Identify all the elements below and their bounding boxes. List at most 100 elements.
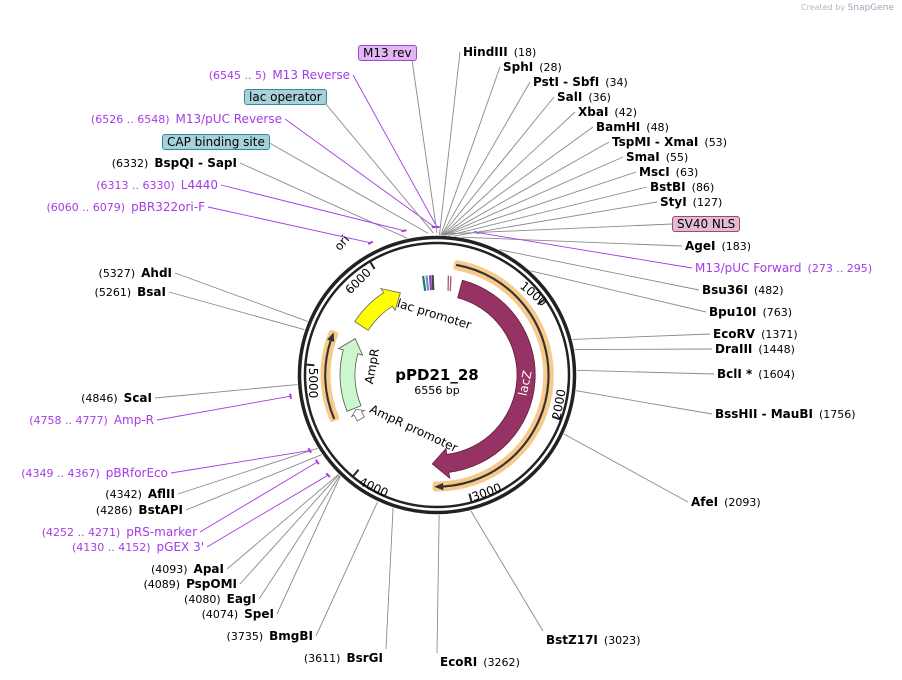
cut-position: 4080 <box>184 593 221 606</box>
lacz-feature-arrow[interactable] <box>431 279 536 480</box>
restriction-site-label[interactable]: 4286 BstAPI <box>90 502 183 518</box>
enzyme-connector-line <box>443 141 610 236</box>
feature-label-box[interactable]: lac operator <box>244 89 327 105</box>
feature-label-box[interactable]: SV40 NLS <box>672 216 741 232</box>
tick-mark <box>537 298 545 306</box>
restriction-site-label[interactable]: SalI 36 <box>557 89 617 105</box>
enzyme-connector-line <box>574 348 713 350</box>
primer-range: 4252 .. 4271 <box>42 526 121 539</box>
cut-position: 53 <box>704 136 727 149</box>
restriction-site-label[interactable]: 4846 ScaI <box>75 390 152 406</box>
restriction-site-label[interactable]: 6332 BspQI - SapI <box>106 155 237 171</box>
primer-name: pGEX 3' <box>156 540 204 554</box>
small-feature-mark[interactable] <box>425 275 430 291</box>
small-feature-mark[interactable] <box>431 275 435 291</box>
restriction-site-label[interactable]: Bsu36I 482 <box>702 282 790 298</box>
primer-label[interactable]: 6545 .. 5 M13 Reverse <box>203 67 350 83</box>
primer-binding-mark[interactable] <box>289 393 292 399</box>
cut-position: 4089 <box>143 578 180 591</box>
primer-connector-line <box>476 232 693 269</box>
restriction-site-label[interactable]: TspMI - XmaI 53 <box>612 134 733 150</box>
restriction-site-label[interactable]: AgeI 183 <box>685 238 757 254</box>
primer-connector-line <box>156 395 291 421</box>
watermark-prefix: Created by <box>801 3 846 12</box>
primer-name: M13/pUC Reverse <box>175 112 283 126</box>
restriction-site-label[interactable]: BamHI 48 <box>596 119 675 135</box>
primer-range: 6526 .. 6548 <box>91 113 170 126</box>
restriction-site-label[interactable]: 4080 EagI <box>178 591 256 607</box>
lacz-label[interactable]: lacZ <box>516 369 535 397</box>
restriction-site-label[interactable]: BstZ17I 3023 <box>546 632 646 648</box>
feature-connector-line <box>265 140 429 234</box>
primer-name: M13/pUC Forward <box>695 261 802 275</box>
enzyme-connector-line <box>276 476 341 615</box>
restriction-site-label[interactable]: HindIII 18 <box>463 44 542 60</box>
feature-connector-line <box>450 223 673 235</box>
restriction-site-label[interactable]: SmaI 55 <box>626 149 694 165</box>
ampr-label[interactable]: AmpR <box>362 347 382 385</box>
enzyme-connector-line <box>563 433 689 503</box>
tick-mark <box>552 415 561 421</box>
restriction-site-label[interactable]: BssHII - MauBI 1756 <box>715 406 862 422</box>
primer-binding-mark[interactable] <box>307 447 312 454</box>
restriction-site-label[interactable]: 5327 AhdI <box>93 265 172 281</box>
primer-label[interactable]: 6060 .. 6079 pBR322ori-F <box>40 199 205 215</box>
feature-label-box[interactable]: M13 rev <box>358 45 417 61</box>
restriction-site-label[interactable]: 4342 AflII <box>99 486 175 502</box>
restriction-site-label[interactable]: 4093 ApaI <box>145 561 224 577</box>
cut-position: 5327 <box>99 267 136 280</box>
feature-connector-line <box>411 59 438 234</box>
cut-position: 3735 <box>227 630 264 643</box>
enzyme-name: EcoRV <box>713 327 756 341</box>
enzyme-connector-line <box>385 507 394 650</box>
orf-arrow[interactable] <box>324 332 336 420</box>
restriction-site-label[interactable]: 3735 BmgBI <box>221 628 313 644</box>
restriction-site-label[interactable]: AfeI 2093 <box>691 494 767 510</box>
primer-label[interactable]: 4130 .. 4152 pGEX 3' <box>66 539 204 555</box>
restriction-site-label[interactable]: EcoRV 1371 <box>713 326 804 342</box>
ori-feature-arrow[interactable] <box>354 288 401 331</box>
primer-label[interactable]: M13/pUC Forward 273 .. 295 <box>695 260 878 276</box>
restriction-site-label[interactable]: 5261 BsaI <box>89 284 166 300</box>
feature-arcs <box>320 260 554 492</box>
restriction-site-label[interactable]: 4089 PspOMI <box>137 576 237 592</box>
primer-label[interactable]: 4758 .. 4777 Amp-R <box>23 412 154 428</box>
restriction-site-label[interactable]: MscI 63 <box>639 164 704 180</box>
restriction-site-label[interactable]: DraIII 1448 <box>715 341 801 357</box>
sv40-nls-mark[interactable] <box>449 275 452 292</box>
primer-label[interactable]: 6313 .. 6330 L4440 <box>90 177 218 193</box>
lac-promoter-label[interactable]: lac promoter <box>395 296 473 332</box>
cut-position: 86 <box>692 181 715 194</box>
bp-ticks <box>306 261 561 502</box>
enzyme-name: SalI <box>557 90 583 104</box>
primer-binding-mark[interactable] <box>314 459 320 465</box>
restriction-site-label[interactable]: StyI 127 <box>660 194 728 210</box>
primer-binding-mark[interactable] <box>367 240 374 245</box>
primer-binding-mark[interactable] <box>401 229 407 233</box>
ampr-promoter-arrow[interactable] <box>350 408 366 422</box>
restriction-site-label[interactable]: 4074 SpeI <box>196 606 274 622</box>
primer-label[interactable]: 4349 .. 4367 pBRforEco <box>15 465 168 481</box>
ampr-feature-arrow[interactable] <box>337 338 364 412</box>
primer-label[interactable]: 4252 .. 4271 pRS-marker <box>36 524 197 540</box>
restriction-site-label[interactable]: BstBI 86 <box>650 179 720 195</box>
orf-arrow[interactable] <box>434 263 550 491</box>
ampr-promoter-label[interactable]: AmpR promoter <box>368 402 460 455</box>
ori-label[interactable]: ori <box>331 232 352 253</box>
restriction-site-label[interactable]: PstI - SbfI 34 <box>533 74 634 90</box>
primer-binding-mark[interactable] <box>325 472 331 478</box>
restriction-site-label[interactable]: EcoRI 3262 <box>440 654 526 670</box>
cut-position: 34 <box>605 76 628 89</box>
primer-label[interactable]: 6526 .. 6548 M13/pUC Reverse <box>85 111 282 127</box>
restriction-site-label[interactable]: XbaI 42 <box>578 104 643 120</box>
small-feature-mark[interactable] <box>428 275 433 291</box>
enzyme-name: PstI - SbfI <box>533 75 600 89</box>
restriction-site-label[interactable]: Bpu10I 763 <box>709 304 798 320</box>
feature-label-box[interactable]: CAP binding site <box>162 134 270 150</box>
small-feature-mark[interactable] <box>421 275 427 291</box>
enzyme-name: AfeI <box>691 495 719 509</box>
restriction-site-label[interactable]: SphI 28 <box>503 59 568 75</box>
restriction-site-label[interactable]: 3611 BsrGI <box>298 650 383 666</box>
restriction-site-label[interactable]: BclI * 1604 <box>717 366 801 382</box>
enzyme-name: BspQI - SapI <box>154 156 237 170</box>
